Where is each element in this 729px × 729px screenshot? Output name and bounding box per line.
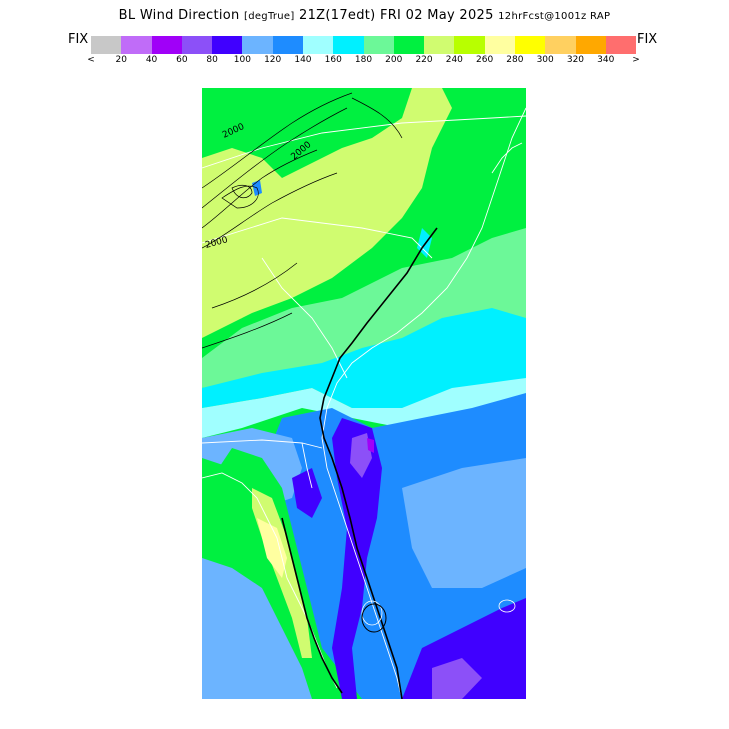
- legend-swatch-12: [454, 36, 485, 54]
- legend-tick-labels: <20 40 60 80 100 120 140 160 180 200 220 240 260 280 3…: [87, 55, 640, 69]
- coastline: [202, 107, 526, 699]
- legend-tick-10: 200: [385, 55, 403, 65]
- legend-tick-13: 260: [476, 55, 494, 65]
- region-40: [367, 438, 374, 453]
- legend-tick-2: 40: [145, 55, 158, 65]
- color-legend-bar: [91, 36, 637, 54]
- legend-tick-0: <: [87, 55, 95, 65]
- map-title: BL Wind Direction [degTrue] 21Z(17edt) F…: [0, 8, 729, 23]
- legend-swatch-15: [545, 36, 576, 54]
- region-220-west: [202, 278, 262, 328]
- legend-tick-16: 320: [566, 55, 585, 65]
- legend-swatch-5: [242, 36, 273, 54]
- region-160: [202, 308, 526, 408]
- legend-swatch-1: [121, 36, 152, 54]
- legend-swatch-6: [272, 36, 303, 54]
- legend-swatch-7: [302, 36, 334, 54]
- legend-swatch-16: [575, 36, 606, 54]
- legend-swatch-0: [91, 36, 122, 54]
- white-contours: [361, 599, 516, 626]
- legend-swatch-8: [333, 36, 364, 54]
- legend-swatch-2: [151, 36, 182, 54]
- legend-tick-7: 140: [294, 55, 312, 65]
- legend-tick-17: 340: [597, 55, 615, 65]
- legend-tick-15: 300: [536, 55, 554, 65]
- legend-tick-8: 160: [324, 55, 342, 65]
- political-lines: [281, 227, 438, 699]
- legend-tick-1: 20: [115, 55, 127, 65]
- legend-swatch-10: [393, 36, 425, 54]
- region-60-se: [432, 658, 482, 699]
- legend-fix-right: FIX: [637, 32, 658, 47]
- legend-tick-6: 120: [264, 55, 282, 65]
- region-100-east: [402, 458, 526, 588]
- legend-tick-18: >: [632, 55, 640, 65]
- legend-swatch-13: [484, 36, 515, 54]
- legend-swatch-14: [514, 36, 546, 54]
- legend-tick-5: 100: [233, 55, 251, 65]
- legend-swatch-4: [212, 36, 243, 54]
- legend-tick-14: 280: [506, 55, 524, 65]
- title-forecast: 12hrFcst@1001z RAP: [498, 11, 611, 22]
- legend-tick-11: 220: [415, 55, 433, 65]
- legend-fix-left: FIX: [68, 32, 89, 47]
- title-main: BL Wind Direction: [118, 8, 240, 23]
- legend-swatch-9: [363, 36, 394, 54]
- black-contours-south: [361, 603, 387, 633]
- region-80-inland: [292, 468, 322, 518]
- legend-swatch-11: [424, 36, 455, 54]
- legend-tick-9: 180: [354, 55, 373, 65]
- legend-tick-4: 80: [206, 55, 218, 65]
- legend-tick-3: 60: [176, 55, 188, 65]
- region-60: [350, 433, 372, 478]
- legend-swatch-17: [605, 36, 637, 54]
- legend-tick-12: 240: [445, 55, 463, 65]
- contour-lines: [202, 92, 403, 349]
- title-time: 21Z(17edt) FRI 02 May 2025: [299, 8, 494, 23]
- title-units: [degTrue]: [244, 11, 295, 22]
- region-220-north: [202, 88, 452, 338]
- legend-swatch-3: [181, 36, 213, 54]
- region-100-sw: [202, 558, 322, 699]
- wind-direction-map: 2000 2000 2000: [202, 88, 526, 699]
- region-260: [257, 518, 287, 578]
